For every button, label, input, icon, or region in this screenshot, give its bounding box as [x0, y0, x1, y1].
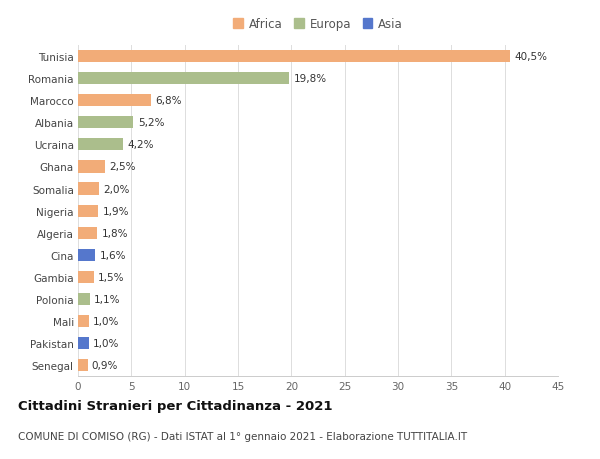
Bar [78, 95, 151, 107]
Text: COMUNE DI COMISO (RG) - Dati ISTAT al 1° gennaio 2021 - Elaborazione TUTTITALIA.: COMUNE DI COMISO (RG) - Dati ISTAT al 1°… [18, 431, 467, 442]
Text: 2,0%: 2,0% [104, 184, 130, 194]
Text: 1,6%: 1,6% [100, 250, 126, 260]
Bar [78, 359, 88, 371]
Bar [78, 161, 104, 173]
Bar [78, 227, 97, 239]
Bar [78, 73, 289, 85]
Bar [78, 117, 133, 129]
Legend: Africa, Europa, Asia: Africa, Europa, Asia [231, 16, 405, 34]
Text: 1,1%: 1,1% [94, 294, 121, 304]
Text: 1,8%: 1,8% [101, 228, 128, 238]
Bar [78, 51, 510, 63]
Bar [78, 183, 100, 195]
Text: 1,0%: 1,0% [93, 338, 119, 348]
Bar [78, 315, 89, 327]
Text: 2,5%: 2,5% [109, 162, 136, 172]
Text: 6,8%: 6,8% [155, 96, 181, 106]
Text: 5,2%: 5,2% [138, 118, 164, 128]
Text: 4,2%: 4,2% [127, 140, 154, 150]
Text: 1,5%: 1,5% [98, 272, 125, 282]
Bar [78, 337, 89, 349]
Bar [78, 249, 95, 261]
Bar [78, 139, 123, 151]
Text: 1,9%: 1,9% [103, 206, 129, 216]
Bar [78, 293, 90, 305]
Bar [78, 271, 94, 283]
Text: Cittadini Stranieri per Cittadinanza - 2021: Cittadini Stranieri per Cittadinanza - 2… [18, 399, 332, 412]
Text: 1,0%: 1,0% [93, 316, 119, 326]
Bar [78, 205, 98, 217]
Text: 0,9%: 0,9% [92, 360, 118, 370]
Text: 40,5%: 40,5% [514, 52, 547, 62]
Text: 19,8%: 19,8% [293, 74, 326, 84]
